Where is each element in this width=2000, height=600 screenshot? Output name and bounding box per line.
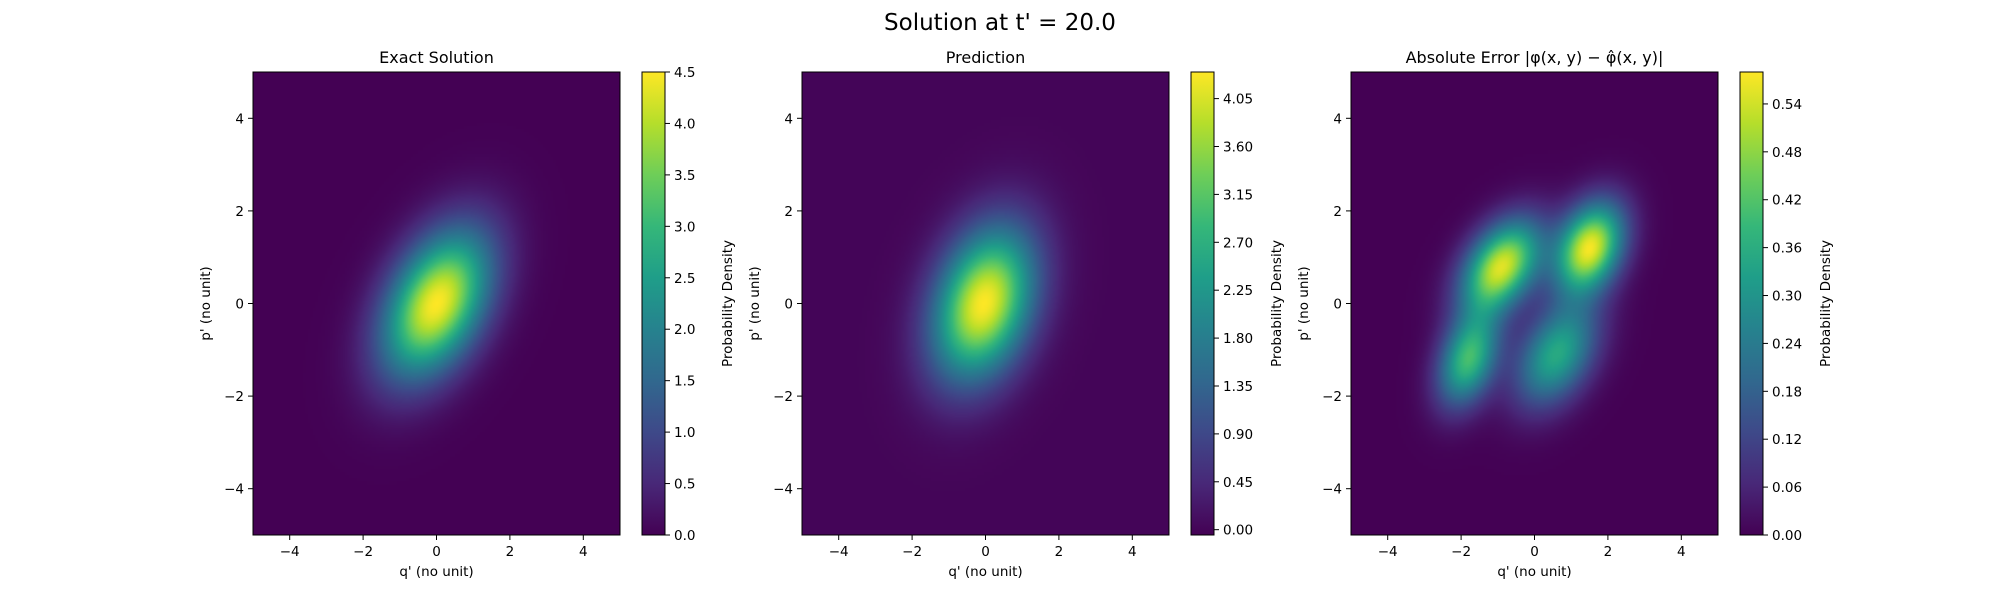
colorbar-tick-label: 4.05 bbox=[1223, 92, 1253, 108]
x-tick-label: 0 bbox=[432, 544, 441, 560]
colorbar-tick-label: 0.0 bbox=[674, 528, 695, 544]
heatmap-image bbox=[253, 72, 620, 535]
x-tick-label: −4 bbox=[1378, 544, 1398, 560]
y-tick-label: 2 bbox=[235, 204, 244, 220]
x-tick-label: 0 bbox=[1530, 544, 1539, 560]
x-tick-label: 2 bbox=[1604, 544, 1613, 560]
colorbar bbox=[641, 71, 666, 536]
colorbar bbox=[1739, 71, 1764, 536]
colorbar-label: Probability Density bbox=[1818, 240, 1834, 367]
panel-1: Exact Solution −4 −2 0 2 4 −4 −2 0 2 4 q' (no unit)… bbox=[198, 48, 736, 580]
x-tick-label: −4 bbox=[280, 544, 300, 560]
y-tick-label: −4 bbox=[224, 482, 244, 498]
y-tick-label: 4 bbox=[235, 111, 244, 127]
heatmap-image bbox=[802, 72, 1169, 535]
y-tick-label: 0 bbox=[784, 297, 793, 313]
colorbar-tick-label: 2.5 bbox=[674, 271, 695, 287]
x-tick-label: −2 bbox=[353, 544, 373, 560]
colorbar-tick-label: 1.0 bbox=[674, 425, 695, 441]
y-axis-label: p' (no unit) bbox=[747, 266, 763, 340]
colorbar-tick-label: 0.5 bbox=[674, 477, 695, 493]
colorbar-tick-label: 3.5 bbox=[674, 168, 695, 184]
y-tick-label: −4 bbox=[773, 482, 793, 498]
colorbar-tick-label: 0.90 bbox=[1223, 427, 1253, 443]
panel-title: Exact Solution bbox=[379, 48, 494, 67]
y-tick-label: −4 bbox=[1322, 482, 1342, 498]
colorbar-tick-label: 0.00 bbox=[1223, 523, 1253, 539]
colorbar-tick-label: 1.80 bbox=[1223, 331, 1253, 347]
colorbar-tick-label: 2.25 bbox=[1223, 283, 1253, 299]
y-axis-label: p' (no unit) bbox=[1296, 266, 1312, 340]
panels: Exact Solution −4 −2 0 2 4 −4 −2 0 2 4 q' (no unit)… bbox=[198, 48, 1834, 580]
y-tick-label: −2 bbox=[224, 389, 244, 405]
colorbar-tick-label: 0.36 bbox=[1772, 241, 1802, 257]
colorbar-tick-label: 0.12 bbox=[1772, 432, 1802, 448]
x-tick-label: −2 bbox=[902, 544, 922, 560]
panel-title: Absolute Error |φ(x, y) − φ̂(x, y)| bbox=[1406, 48, 1664, 67]
y-tick-label: 0 bbox=[235, 297, 244, 313]
colorbar-tick-label: 2.70 bbox=[1223, 235, 1253, 251]
panel-3: Absolute Error |φ(x, y) − φ̂(x, y)| −4 −2 0… bbox=[1296, 48, 1834, 580]
x-tick-label: 2 bbox=[506, 544, 515, 560]
colorbar-tick-label: 0.00 bbox=[1772, 528, 1802, 544]
colorbar bbox=[1190, 71, 1215, 536]
colorbar-tick-label: 0.06 bbox=[1772, 480, 1802, 496]
y-axis-label: p' (no unit) bbox=[198, 266, 214, 340]
x-tick-label: 4 bbox=[1677, 544, 1686, 560]
x-axis-label: q' (no unit) bbox=[1497, 564, 1571, 580]
x-axis-label: q' (no unit) bbox=[948, 564, 1022, 580]
colorbar-tick-label: 0.18 bbox=[1772, 384, 1802, 400]
y-tick-label: 2 bbox=[784, 204, 793, 220]
y-tick-label: 4 bbox=[1333, 111, 1342, 127]
colorbar-tick-label: 1.5 bbox=[674, 374, 695, 390]
panel-title: Prediction bbox=[946, 48, 1025, 67]
y-tick-label: −2 bbox=[1322, 389, 1342, 405]
figure-title: Solution at t' = 20.0 bbox=[884, 10, 1116, 36]
colorbar-tick-label: 1.35 bbox=[1223, 379, 1253, 395]
panel-2: Prediction −4 −2 0 2 4 −4 −2 0 2 4 q' (no unit) p' (… bbox=[747, 48, 1285, 580]
y-tick-label: 4 bbox=[784, 111, 793, 127]
colorbar-tick-label: 2.0 bbox=[674, 322, 695, 338]
x-axis-label: q' (no unit) bbox=[399, 564, 473, 580]
colorbar-tick-label: 0.45 bbox=[1223, 475, 1253, 491]
colorbar-tick-label: 3.15 bbox=[1223, 187, 1253, 203]
colorbar-tick-label: 3.60 bbox=[1223, 140, 1253, 156]
colorbar-tick-label: 4.0 bbox=[674, 116, 695, 132]
x-tick-label: −4 bbox=[829, 544, 849, 560]
y-tick-label: 0 bbox=[1333, 297, 1342, 313]
x-tick-label: 4 bbox=[579, 544, 588, 560]
colorbar-tick-label: 0.30 bbox=[1772, 289, 1802, 305]
heatmap-image bbox=[1351, 72, 1718, 535]
colorbar-tick-label: 0.42 bbox=[1772, 193, 1802, 209]
x-tick-label: 2 bbox=[1055, 544, 1064, 560]
colorbar-tick-label: 0.24 bbox=[1772, 336, 1802, 352]
x-tick-label: 0 bbox=[981, 544, 990, 560]
colorbar-tick-label: 3.0 bbox=[674, 219, 695, 235]
colorbar-label: Probability Density bbox=[720, 240, 736, 367]
x-tick-label: −2 bbox=[1451, 544, 1471, 560]
colorbar-tick-label: 4.5 bbox=[674, 65, 695, 81]
colorbar-tick-label: 0.48 bbox=[1772, 145, 1802, 161]
y-tick-label: −2 bbox=[773, 389, 793, 405]
y-tick-label: 2 bbox=[1333, 204, 1342, 220]
x-tick-label: 4 bbox=[1128, 544, 1137, 560]
colorbar-tick-label: 0.54 bbox=[1772, 97, 1802, 113]
colorbar-label: Probability Density bbox=[1269, 240, 1285, 367]
